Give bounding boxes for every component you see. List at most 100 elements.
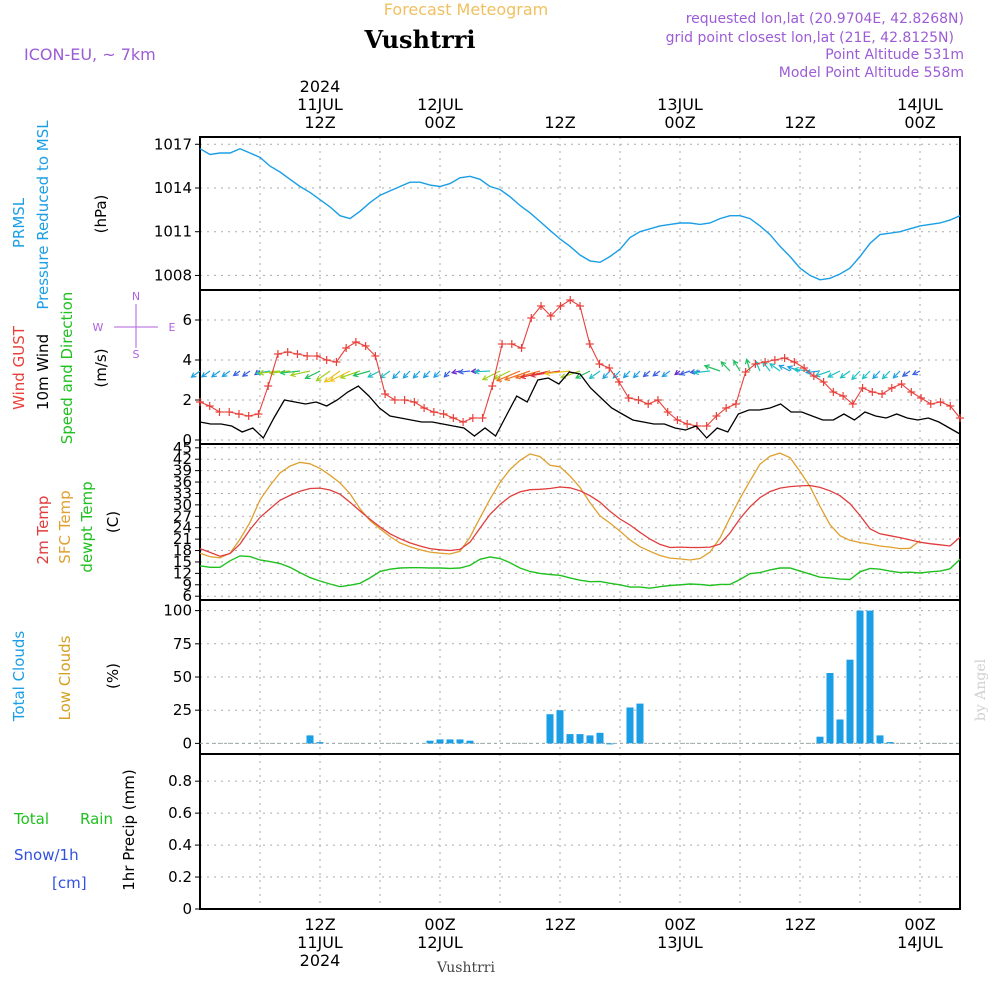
wind-speed-direction-label: Speed and Direction [58,292,76,445]
temp-tick-label: 12 [173,564,192,582]
wind-arrow [911,370,921,376]
pressure-tick-label: 1011 [154,223,192,241]
wind-arrow [872,370,881,380]
top-time-label: 14JUL [897,95,943,114]
wind-arrow-shaft [402,370,411,379]
wind-arrow-head [786,365,793,371]
gust-marker [790,358,799,366]
wind-arrow [827,370,841,378]
wind-arrow-shaft [680,370,691,375]
wind-arrow [315,370,331,382]
wind-tick-label: 0 [182,431,192,449]
pressure-msl-label: Pressure Reduced to MSL [34,120,52,310]
cloud-bar [426,740,434,744]
gust-marker [770,356,779,364]
gust-marker [868,388,877,396]
wind-arrow-shaft [643,370,651,377]
wind-arrow-shaft [211,370,221,378]
clouds-tick-label: 75 [173,635,192,653]
wind-arrow-head [861,373,868,380]
wind-arrow-head [733,359,739,366]
gust-marker [624,394,633,402]
gust-marker [576,302,584,310]
wind-arrow-shaft [353,370,371,377]
wind-10m-label: 10m Wind [34,334,52,410]
gust-marker [400,396,409,404]
wind-arrow-shaft [762,361,771,372]
gust-marker [751,360,760,368]
top-time-label: 12JUL [417,95,463,114]
wind-arrow-head [588,373,595,380]
wind-arrow-head [892,372,899,379]
wind-arrow-head [422,372,429,379]
gust-marker [264,382,273,390]
low-clouds-label: Low Clouds [56,635,74,720]
wind-arrow-head [443,371,450,378]
cloud-bar [886,742,894,744]
wind-arrow [851,370,861,381]
temp-tick-label: 6 [182,587,192,605]
wind-arrow [473,368,491,375]
wind-arrow-head [851,374,857,381]
gust-marker [761,358,770,366]
gust-marker [410,398,419,406]
compass-east: E [169,321,176,334]
wind-arrow-shaft [602,370,611,379]
wind-arrow-shaft [662,370,671,377]
gust-marker [234,410,243,418]
wind-arrow [379,370,391,379]
wind-arrow-shaft [392,370,401,379]
wind-arrow-head [339,373,346,380]
top-time-label: 12Z [304,113,335,132]
temp-tick-label: 9 [182,576,192,594]
gust-marker [546,312,555,320]
wind-arrow-shaft [222,370,231,377]
wind-arrow-head [481,375,488,381]
top-time-label: 12Z [784,113,815,132]
temp2m-line [199,484,961,557]
wind-arrow-head [241,371,248,377]
gust-marker [605,364,614,372]
wind-arrow-shaft [545,370,571,375]
wind-arrow [632,370,641,379]
wind-arrow [221,370,231,378]
wind-arrow-head [689,369,696,375]
gust-marker [683,420,692,428]
cloud-bar [446,739,454,744]
temp-tick-label: 36 [173,473,192,491]
wind-arrow-shaft [201,370,211,378]
gust-marker [303,352,312,360]
temp-unit-label: (C) [104,511,122,533]
precip-tick-label: 0.8 [168,772,192,790]
wind-arrow-head [872,373,878,380]
wind-arrow-head [412,372,419,379]
wind-arrow-head [352,371,359,378]
wind-arrow [367,370,381,378]
wind-arrow-head [792,366,800,373]
bottom-time-label: 2024 [300,951,341,970]
gust-marker [215,408,224,416]
wind-compass: N S W E [93,290,176,361]
watermark: by Angel [973,658,989,721]
cloud-bar [836,719,844,744]
wind-arrow-head [574,373,582,379]
cloud-bar [606,743,614,745]
precip-tick-label: 0.2 [168,868,192,886]
gust-marker [381,390,390,398]
wind-arrow [703,364,721,372]
gust-marker [731,400,740,408]
model-label: ICON-EU, ~ 7km [24,45,156,64]
wind-arrow-shaft [892,370,901,379]
wind-panel: 0 2 4 6 [182,289,964,449]
wind-arrow-shaft [733,360,741,372]
wind-arrow [304,370,321,380]
bottom-time-label: 00Z [904,915,935,934]
wind-arrow [901,370,911,377]
precip-rain-label: Rain [80,810,113,828]
gust-marker [917,394,926,402]
cloud-bar [846,659,854,744]
wind-arrow-shaft [474,370,491,373]
